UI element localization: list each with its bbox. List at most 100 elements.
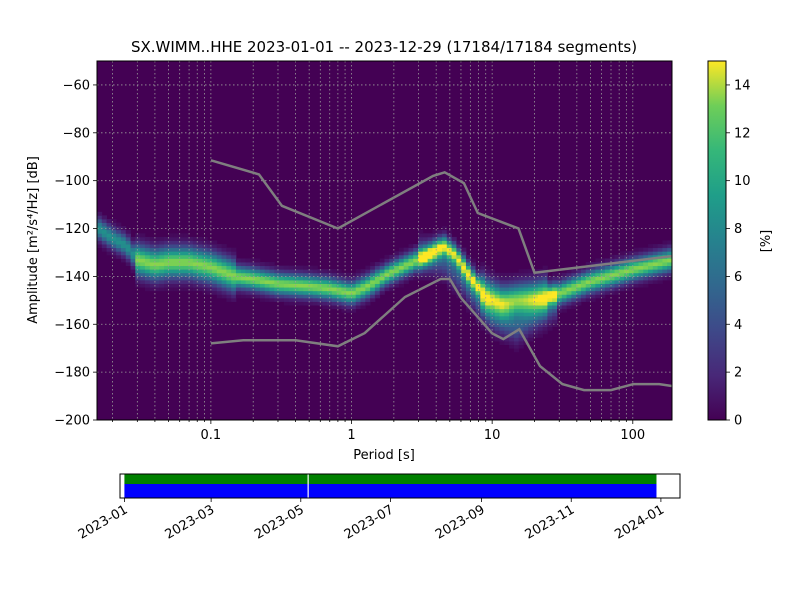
heatmap-cell: [379, 272, 385, 277]
heatmap-cell: [504, 290, 510, 295]
heatmap-cell: [346, 279, 352, 284]
heatmap-cell: [456, 279, 462, 284]
heatmap-cell: [442, 229, 448, 234]
heatmap-cell: [216, 269, 222, 274]
heatmap-cell: [446, 240, 452, 245]
heatmap-cell: [394, 283, 400, 288]
heatmap-cell: [307, 272, 314, 277]
heatmap-cell: [374, 294, 381, 299]
heatmap-cell: [528, 287, 534, 292]
heatmap-cell: [197, 262, 203, 267]
heatmap-cell: [360, 290, 366, 295]
heatmap-cell: [643, 276, 649, 281]
heatmap-cell: [221, 251, 227, 256]
heatmap-cell: [418, 258, 424, 263]
colorbar-tick-label: 2: [734, 366, 742, 381]
heatmap-cell: [135, 254, 141, 259]
heatmap-cell: [528, 308, 534, 313]
heatmap-cell: [216, 262, 222, 267]
heatmap-cell: [533, 319, 539, 324]
heatmap-cell: [188, 279, 194, 284]
heatmap-cell: [140, 233, 146, 238]
heatmap-cell: [322, 297, 328, 302]
heatmap-cell: [183, 265, 189, 270]
heatmap-cell: [427, 262, 433, 267]
heatmap-cell: [374, 283, 381, 288]
heatmap-cell: [561, 272, 567, 277]
heatmap-cell: [427, 251, 433, 256]
heatmap-cell: [144, 251, 151, 256]
heatmap-cell: [336, 301, 342, 306]
heatmap-cell: [317, 272, 323, 277]
heatmap-cell: [178, 258, 184, 263]
heatmap-cell: [154, 272, 160, 277]
heatmap-cell: [111, 236, 117, 241]
heatmap-cell: [154, 287, 160, 292]
heatmap-cell: [140, 247, 146, 252]
heatmap-cell: [437, 233, 443, 238]
heatmap-cell: [226, 294, 232, 299]
heatmap-cell: [528, 315, 534, 320]
heatmap-cell: [590, 265, 596, 270]
heatmap-cell: [418, 251, 424, 256]
heatmap-cell: [437, 262, 443, 267]
heatmap-cell: [470, 305, 476, 310]
heatmap-cell: [226, 283, 232, 288]
heatmap-cell: [240, 272, 246, 277]
heatmap-cell: [322, 269, 328, 274]
heatmap-cell: [427, 240, 433, 245]
heatmap-cell: [279, 283, 285, 288]
heatmap-cell: [346, 301, 352, 306]
heatmap-cell: [528, 305, 534, 310]
heatmap-cell: [255, 279, 261, 284]
heatmap-cell: [197, 269, 203, 274]
heatmap-cell: [662, 272, 668, 277]
heatmap-cell: [446, 269, 452, 274]
heatmap-cell: [207, 244, 213, 249]
heatmap-cell: [183, 269, 189, 274]
heatmap-cell: [638, 276, 644, 281]
heatmap-cell: [422, 258, 429, 263]
heatmap-cell: [408, 276, 414, 281]
heatmap-cell: [274, 283, 280, 288]
heatmap-cell: [600, 283, 606, 288]
heatmap-cell: [648, 244, 654, 249]
heatmap-cell: [580, 297, 587, 302]
heatmap-cell: [408, 262, 414, 267]
heatmap-cell: [389, 279, 395, 284]
heatmap-cell: [523, 272, 529, 277]
heatmap-cell: [173, 287, 179, 292]
heatmap-cell: [283, 290, 290, 295]
heatmap-cell: [168, 236, 175, 241]
heatmap-cell: [657, 265, 663, 270]
heatmap-cell: [528, 297, 534, 302]
heatmap-cell: [188, 240, 194, 245]
heatmap-cell: [370, 283, 376, 288]
heatmap-cell: [216, 265, 222, 270]
heatmap-cell: [111, 244, 117, 249]
heatmap-cell: [461, 269, 467, 274]
heatmap-cell: [542, 315, 548, 320]
heatmap-cell: [403, 247, 409, 252]
heatmap-cell: [633, 283, 639, 288]
heatmap-cell: [140, 240, 146, 245]
heatmap-cell: [413, 262, 419, 267]
heatmap-cell: [322, 301, 328, 306]
heatmap-cell: [116, 233, 122, 238]
heatmap-cell: [547, 315, 553, 320]
heatmap-cell: [322, 276, 328, 281]
heatmap-cell: [197, 272, 203, 277]
heatmap-cell: [523, 330, 529, 335]
heatmap-cell: [144, 258, 151, 263]
heatmap-cell: [140, 265, 146, 270]
heatmap-cell: [446, 244, 452, 249]
heatmap-cell: [355, 297, 361, 302]
heatmap-cell: [638, 283, 644, 288]
heatmap-cell: [561, 301, 567, 306]
heatmap-cell: [418, 229, 424, 234]
heatmap-cell: [245, 276, 251, 281]
heatmap-cell: [341, 283, 347, 288]
heatmap-cell: [212, 290, 218, 295]
heatmap-cell: [221, 287, 227, 292]
heatmap-cell: [403, 279, 409, 284]
